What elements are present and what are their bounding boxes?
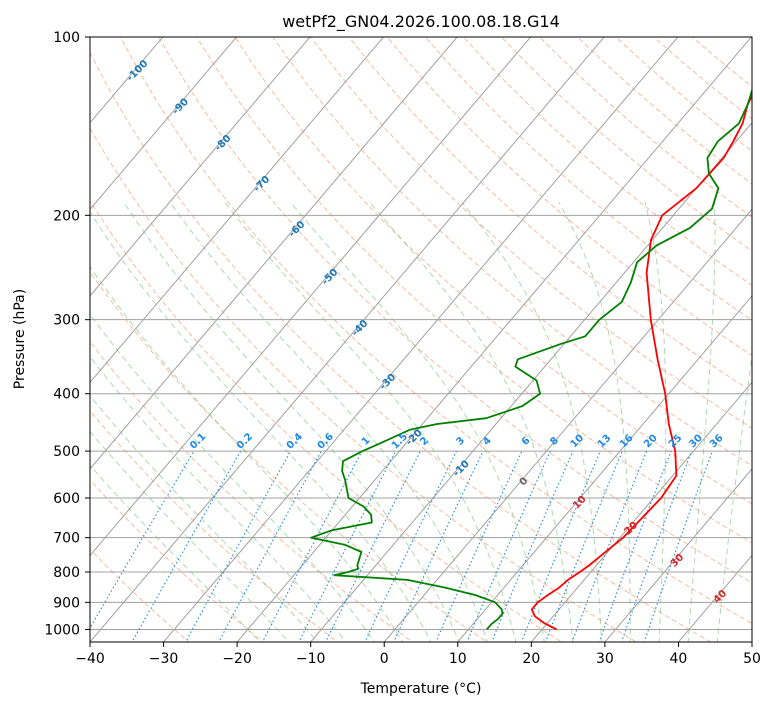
mixing-ratio-line	[131, 450, 242, 642]
dry-adiabat-line	[90, 479, 265, 642]
mixing-ratio-line	[364, 450, 457, 642]
moist-adiabat-line	[90, 430, 290, 642]
dry-adiabat-line	[348, 37, 752, 393]
y-axis-title: Pressure (hPa)	[12, 289, 28, 389]
mixing-ratio-line	[218, 450, 322, 642]
moist-adiabat-line	[90, 356, 347, 642]
isotherm-line	[604, 468, 752, 642]
chart-title: wetPf2_GN04.2026.100.08.18.G14	[282, 12, 560, 32]
y-tick-label: 100	[53, 30, 80, 46]
y-tick-label: 300	[53, 313, 80, 329]
x-tick-label: 50	[743, 651, 761, 667]
moist-adiabat-line	[687, 202, 716, 642]
mixing-ratio-line	[261, 450, 363, 642]
moist-adiabat-line	[90, 394, 319, 642]
dry-adiabat-line	[272, 37, 752, 467]
moist-adiabat-line	[224, 201, 517, 642]
dry-adiabat-line	[90, 271, 488, 642]
mixing-ratio-line	[643, 450, 714, 642]
isotherm-line	[90, 37, 458, 470]
x-tick-label: −40	[75, 651, 105, 667]
mixing-ratio-line	[491, 450, 574, 642]
dry-adiabat-line	[119, 37, 752, 624]
dry-adiabat-line	[462, 37, 752, 286]
dry-adiabat-line	[158, 37, 752, 584]
x-tick-label: 10	[449, 651, 467, 667]
isotherm-line	[162, 37, 679, 642]
dry-adiabat-line	[90, 548, 190, 642]
moist-adiabat-line	[90, 210, 432, 642]
dry-adiabat-line	[90, 410, 339, 642]
dry-adiabat-line	[234, 37, 752, 505]
dry-adiabat-line	[90, 127, 638, 642]
mixing-ratio-line	[520, 450, 601, 642]
moist-adiabat-line	[90, 265, 404, 642]
x-axis-title: Temperature (°C)	[360, 681, 482, 697]
dewpoint-profile-line	[310, 87, 752, 630]
moist-adiabat-line	[123, 201, 460, 642]
dry-adiabat-line	[424, 37, 752, 321]
axis-ticks: −40 −30 −20 −10 0 10 20 30 40 50 100 200 300 400 500 60…	[44, 30, 761, 667]
mixing-ratio-line	[466, 450, 551, 642]
isotherm-line	[236, 37, 752, 642]
isotherm-line	[90, 37, 164, 124]
x-tick-label: −30	[149, 651, 179, 667]
x-tick-label: 30	[596, 651, 614, 667]
temperature-profile-line	[530, 94, 752, 631]
y-tick-label: 900	[53, 595, 80, 611]
isotherm-line	[310, 122, 752, 642]
isotherm-line	[90, 37, 605, 642]
moist-adiabat-line	[558, 201, 631, 642]
plot-frame	[89, 36, 753, 643]
y-tick-label: 800	[53, 565, 80, 581]
y-tick-label: 500	[53, 444, 80, 460]
dry-adiabat-line	[196, 37, 752, 544]
y-tick-label: 400	[53, 387, 80, 403]
dry-adiabat-line	[386, 37, 752, 357]
isotherm-line	[90, 37, 385, 384]
isotherm-line	[457, 295, 752, 642]
x-tick-label: 40	[670, 651, 688, 667]
isotherm-line	[383, 208, 752, 642]
moist-adiabat-line	[290, 201, 545, 642]
profile-lines	[310, 87, 752, 631]
y-tick-label: 200	[53, 208, 80, 224]
moist-adiabat-line	[644, 201, 667, 642]
x-tick-label: 0	[380, 651, 389, 667]
background-grid	[90, 37, 752, 642]
dry-adiabat-line	[90, 51, 712, 642]
dry-adiabat-line	[90, 340, 414, 642]
y-tick-label: 600	[53, 491, 80, 507]
moist-adiabat-line	[369, 201, 574, 642]
y-tick-label: 700	[53, 531, 80, 547]
moist-adiabat-line	[169, 201, 489, 642]
x-tick-label: −20	[222, 651, 252, 667]
y-tick-label: 1000	[44, 622, 80, 638]
x-tick-label: 20	[522, 651, 540, 667]
mixing-ratio-line	[90, 450, 195, 629]
mixing-ratio-line	[184, 450, 292, 642]
x-tick-label: −10	[296, 651, 326, 667]
isotherm-line	[90, 37, 238, 211]
isotherm-line	[90, 37, 532, 557]
isotherm-line	[90, 37, 311, 297]
moist-adiabat-line	[90, 464, 261, 642]
dry-adiabat-line	[90, 200, 563, 642]
